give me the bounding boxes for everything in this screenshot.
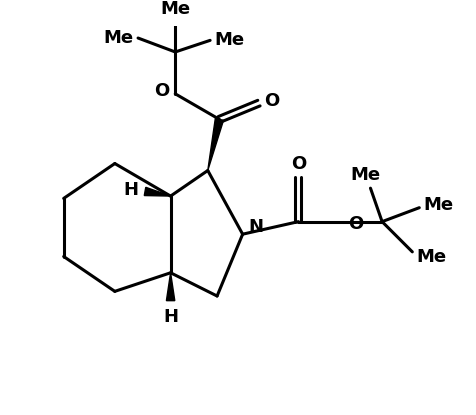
Text: O: O	[291, 154, 306, 173]
Polygon shape	[144, 187, 170, 196]
Text: H: H	[163, 308, 178, 326]
Polygon shape	[167, 273, 175, 300]
Text: O: O	[154, 83, 169, 100]
Text: Me: Me	[215, 32, 245, 49]
Text: N: N	[248, 218, 263, 236]
Text: O: O	[264, 92, 279, 110]
Text: Me: Me	[351, 166, 381, 184]
Text: Me: Me	[160, 0, 190, 18]
Text: O: O	[348, 215, 363, 233]
Text: H: H	[124, 181, 139, 200]
Text: Me: Me	[417, 247, 447, 266]
Polygon shape	[208, 118, 224, 171]
Text: Me: Me	[103, 29, 134, 47]
Text: Me: Me	[424, 196, 454, 215]
